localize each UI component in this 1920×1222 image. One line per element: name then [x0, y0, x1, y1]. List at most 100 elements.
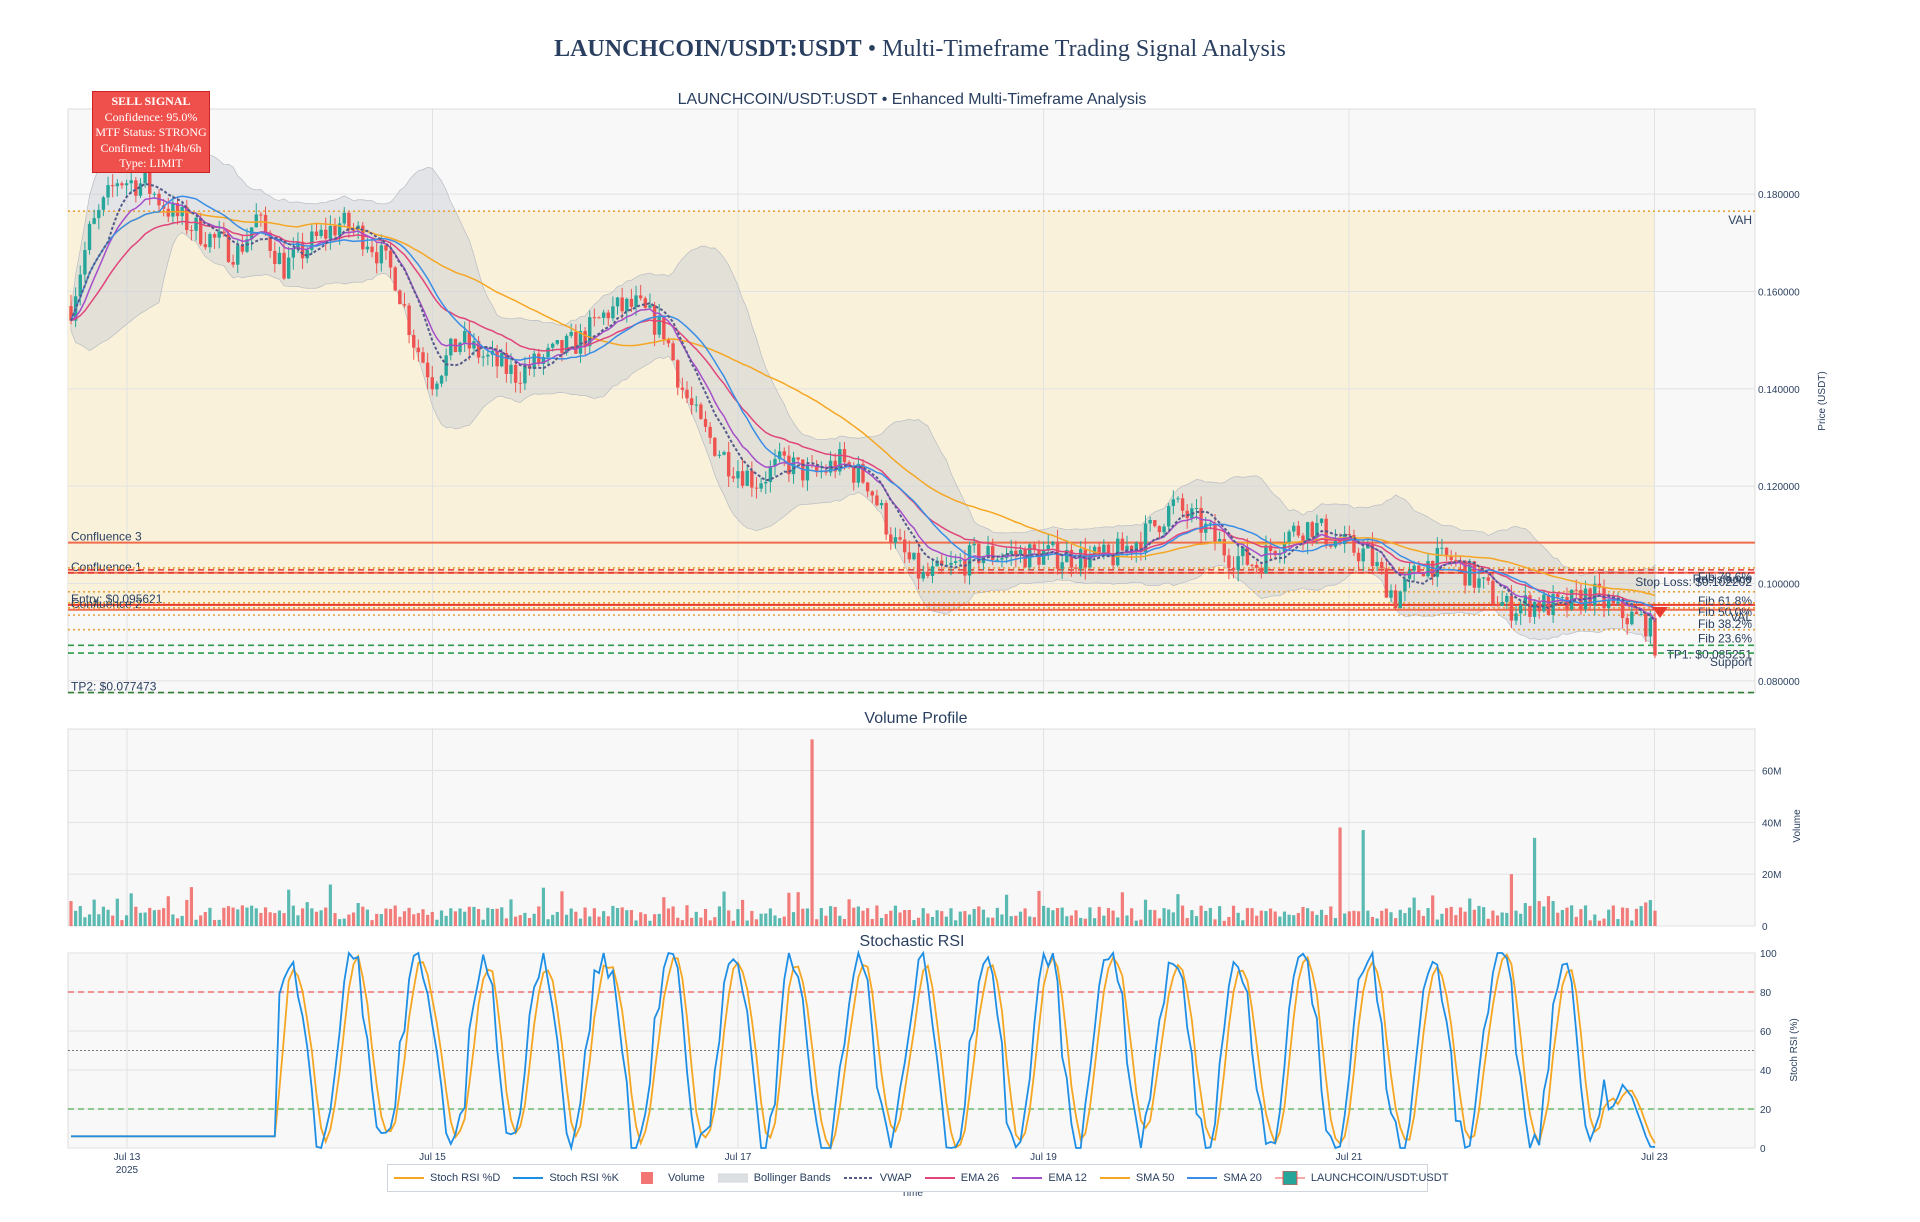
candle-body: [856, 463, 861, 483]
candle-body: [898, 537, 902, 540]
level-label: TP1: $0.085251: [1667, 647, 1753, 661]
candle-body: [1514, 613, 1518, 621]
volume-bar: [1509, 874, 1514, 926]
volume-bars: [69, 739, 1657, 926]
candle-body: [852, 466, 856, 483]
volume-bar: [1241, 920, 1245, 926]
volume-bar: [1431, 895, 1435, 926]
candle-body: [1393, 590, 1398, 609]
volume-bar: [416, 913, 420, 926]
level-label: Confluence 3: [71, 530, 142, 544]
legend-label: SMA 50: [1135, 1172, 1175, 1184]
x-tick-label: Jul 21: [1336, 1152, 1363, 1163]
candle-body: [1046, 545, 1050, 551]
candle-body: [1338, 541, 1342, 545]
stoch-tick-label: 40: [1760, 1066, 1772, 1077]
legend-item[interactable]: VWAP: [843, 1172, 912, 1184]
candle-body: [662, 315, 666, 340]
candle-body: [1648, 617, 1653, 637]
signal-mtf-status: MTF Status: STRONG: [95, 125, 207, 139]
volume-bar: [1579, 909, 1583, 926]
candle-body: [597, 317, 601, 319]
volume-bar: [1546, 896, 1551, 926]
volume-bar: [69, 901, 73, 926]
candle-body: [1412, 565, 1416, 571]
candle-body: [351, 229, 356, 231]
candle-body: [398, 290, 402, 305]
volume-bar: [1338, 827, 1342, 926]
candle-body: [476, 341, 481, 358]
candle-body: [361, 225, 365, 250]
volume-bar: [1157, 918, 1162, 926]
volume-bar: [1583, 905, 1588, 926]
volume-bar: [1421, 915, 1426, 926]
volume-bar: [782, 916, 786, 926]
candle-body: [1644, 614, 1648, 637]
volume-bar: [1398, 909, 1402, 926]
candle-body: [1444, 547, 1449, 557]
candle-body: [1180, 498, 1185, 511]
candle-body: [1153, 520, 1157, 527]
legend-label: Stoch RSI %K: [549, 1172, 620, 1184]
volume-bar: [1375, 918, 1379, 926]
candle-body: [1546, 594, 1551, 615]
candle-body: [773, 458, 777, 467]
candle-body: [388, 250, 393, 268]
volume-bar: [375, 913, 379, 926]
volume-bar: [1519, 913, 1523, 926]
candle-body: [921, 572, 925, 579]
volume-bar: [1639, 906, 1643, 926]
legend-item[interactable]: LAUNCHCOIN/USDT:USDT: [1274, 1171, 1448, 1185]
candle-body: [407, 305, 411, 336]
candle-body: [708, 426, 712, 438]
volume-bar: [1347, 911, 1351, 926]
legend-swatch-icon: [1187, 1177, 1218, 1179]
volume-bar: [1245, 907, 1250, 926]
legend-item[interactable]: SMA 20: [1187, 1172, 1262, 1184]
volume-bar: [532, 913, 536, 926]
candle-body: [138, 183, 143, 196]
chart-legend[interactable]: Stoch RSI %D Stoch RSI %K Volume Bollinger …: [387, 1164, 1448, 1192]
legend-item[interactable]: EMA 26: [924, 1172, 999, 1184]
volume-bar: [212, 919, 217, 926]
candle-body: [1157, 526, 1162, 533]
x-tick-label: Jul 19: [1030, 1152, 1057, 1163]
volume-bar: [1190, 910, 1194, 926]
volume-bar: [435, 919, 439, 926]
volume-bar: [1120, 892, 1124, 926]
volume-bar: [838, 915, 842, 926]
legend-item[interactable]: SMA 50: [1099, 1172, 1175, 1184]
legend-item[interactable]: Volume: [632, 1172, 705, 1184]
legend-label: EMA 12: [1048, 1172, 1087, 1184]
legend-item[interactable]: EMA 12: [1012, 1172, 1087, 1184]
candle-body: [1449, 556, 1453, 560]
candle-body: [745, 470, 749, 486]
volume-bar: [83, 917, 87, 926]
legend-item[interactable]: Bollinger Bands: [717, 1172, 831, 1184]
level-label: Fib 23.6%: [1698, 632, 1752, 646]
volume-bar: [810, 739, 814, 926]
candle-body: [1440, 547, 1444, 549]
volume-bar: [231, 907, 235, 926]
candle-body: [1380, 561, 1384, 569]
volume-bar: [1018, 911, 1023, 926]
volume-bar: [662, 897, 666, 926]
volume-bar: [694, 911, 698, 926]
legend-item[interactable]: Stoch RSI %D: [394, 1172, 500, 1184]
volume-bar: [690, 917, 694, 926]
legend-item[interactable]: Stoch RSI %K: [513, 1172, 619, 1184]
signal-title: SELL SIGNAL: [111, 94, 191, 108]
candle-body: [1375, 561, 1379, 567]
volume-bar: [1231, 905, 1236, 926]
candle-body: [1273, 551, 1277, 556]
volume-bar: [981, 909, 986, 926]
volume-bar: [500, 907, 504, 926]
candle-body: [1296, 525, 1301, 536]
volume-bar: [986, 917, 990, 926]
candle-body: [754, 487, 759, 489]
volume-bar: [912, 920, 916, 926]
candle-body: [995, 559, 1000, 561]
volume-bar: [1505, 912, 1509, 926]
volume-bar: [889, 910, 893, 926]
